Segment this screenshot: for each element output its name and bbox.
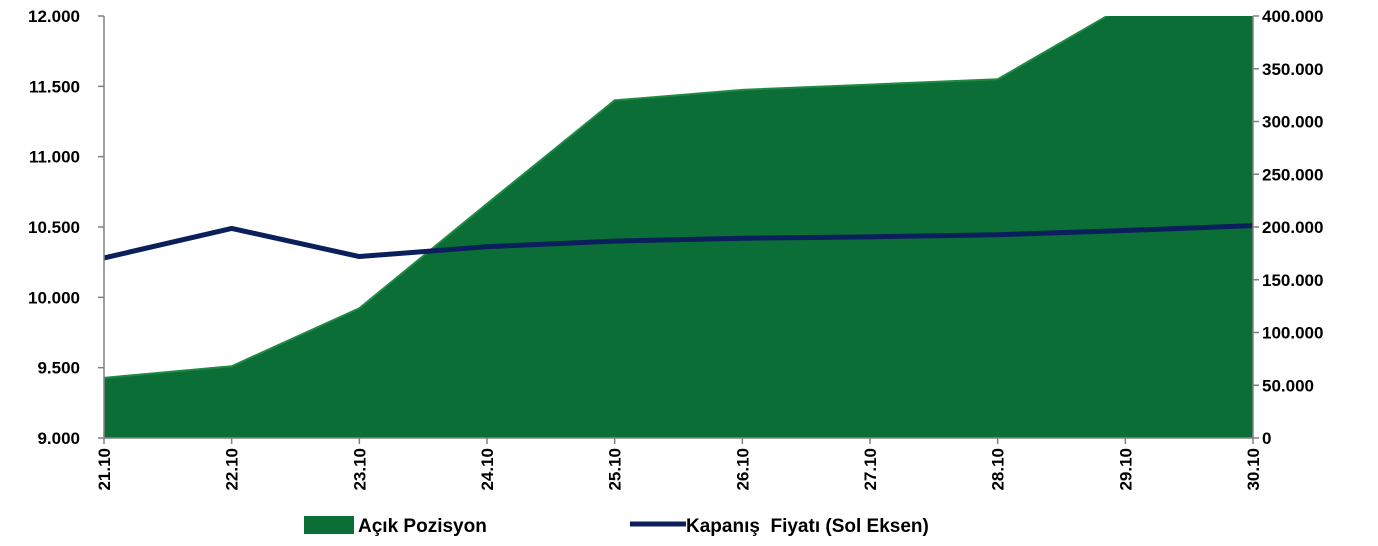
left-tick-label: 11.500: [29, 77, 80, 96]
area-layer: [104, 16, 1253, 438]
right-tick-label: 100.000: [1262, 324, 1323, 343]
x-tick-label: 28.10: [989, 448, 1008, 491]
line-series-kapanis-fiyati: [104, 223, 1253, 261]
left-tick-label: 10.000: [28, 288, 80, 307]
legend-swatch-area: [304, 516, 354, 534]
x-tick-label: 26.10: [733, 448, 752, 491]
right-tick-label: 150.000: [1262, 271, 1323, 290]
right-tick-label: 350.000: [1262, 60, 1323, 79]
right-tick-label: 200.000: [1262, 218, 1323, 237]
right-tick-label: 300.000: [1262, 113, 1323, 132]
right-tick-label: 250.000: [1262, 165, 1323, 184]
x-tick-label: 22.10: [223, 448, 242, 491]
x-tick-label: 27.10: [861, 448, 880, 491]
left-tick-label: 9.000: [37, 429, 80, 448]
right-axis-ticks: 0 50.000 100.000 150.000 200.000 250.000 300.0…: [1253, 7, 1323, 448]
line-layer: [104, 223, 1253, 261]
left-tick-label: 9.500: [37, 359, 80, 378]
x-tick-label: 24.10: [478, 448, 497, 491]
legend-label-area: Açık Pozisyon: [358, 516, 487, 537]
x-tick-label: 25.10: [606, 448, 625, 491]
area-series-acik-pozisyon: [104, 16, 1253, 438]
right-tick-label: 50.000: [1262, 376, 1314, 395]
legend: Açık Pozisyon Kapanış Fiyatı (Sol Eksen): [304, 516, 929, 537]
left-tick-label: 12.000: [28, 7, 80, 26]
left-tick-label: 11.000: [29, 148, 80, 167]
right-tick-label: 400.000: [1262, 7, 1323, 26]
x-tick-label: 21.10: [95, 448, 114, 491]
left-tick-label: 10.500: [28, 218, 80, 237]
x-tick-label: 23.10: [350, 448, 369, 491]
x-axis-ticks: 21.10 22.10 23.10 24.10 25.10 26.10 27.10 28.10…: [95, 438, 1263, 491]
right-tick-label: 0: [1262, 429, 1271, 448]
left-axis-ticks: 9.000 9.500 10.000 10.500 11.000 11.500 12.000: [28, 7, 104, 448]
legend-label-line: Kapanış Fiyatı (Sol Eksen): [686, 516, 929, 537]
x-tick-label: 29.10: [1116, 448, 1135, 491]
x-tick-label: 30.10: [1244, 448, 1263, 491]
